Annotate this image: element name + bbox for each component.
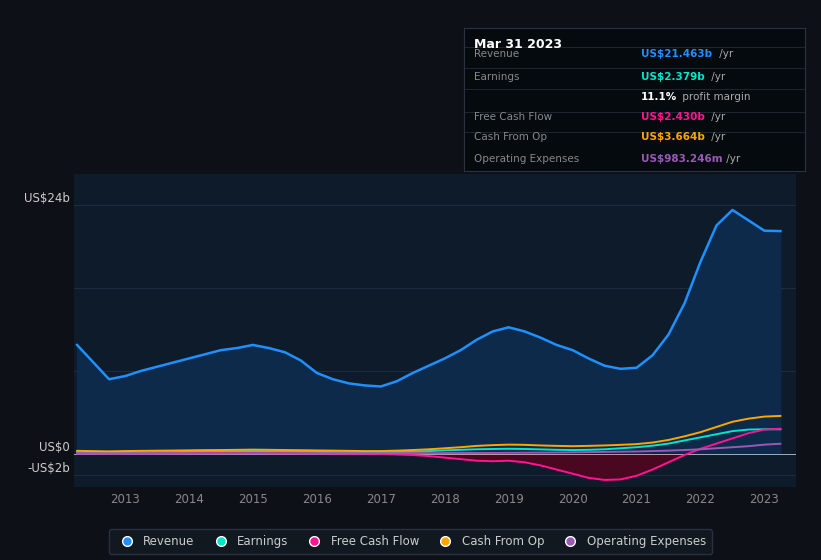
Text: Free Cash Flow: Free Cash Flow — [474, 112, 553, 122]
Text: profit margin: profit margin — [678, 92, 750, 102]
Text: Operating Expenses: Operating Expenses — [474, 153, 580, 164]
Text: Earnings: Earnings — [474, 72, 520, 82]
Text: US$983.246m: US$983.246m — [641, 153, 722, 164]
Text: /yr: /yr — [709, 72, 726, 82]
Text: /yr: /yr — [709, 112, 726, 122]
Legend: Revenue, Earnings, Free Cash Flow, Cash From Op, Operating Expenses: Revenue, Earnings, Free Cash Flow, Cash … — [109, 529, 712, 554]
Text: US$3.664b: US$3.664b — [641, 132, 705, 142]
Text: US$24b: US$24b — [24, 192, 70, 205]
Text: US$0: US$0 — [39, 441, 70, 454]
Text: /yr: /yr — [716, 49, 733, 59]
Text: US$21.463b: US$21.463b — [641, 49, 712, 59]
Text: Revenue: Revenue — [474, 49, 519, 59]
Text: Cash From Op: Cash From Op — [474, 132, 547, 142]
Text: /yr: /yr — [723, 153, 741, 164]
Text: Mar 31 2023: Mar 31 2023 — [474, 38, 562, 51]
Text: -US$2b: -US$2b — [27, 462, 70, 475]
Text: US$2.430b: US$2.430b — [641, 112, 705, 122]
Text: /yr: /yr — [709, 132, 726, 142]
Text: 11.1%: 11.1% — [641, 92, 677, 102]
Text: US$2.379b: US$2.379b — [641, 72, 704, 82]
